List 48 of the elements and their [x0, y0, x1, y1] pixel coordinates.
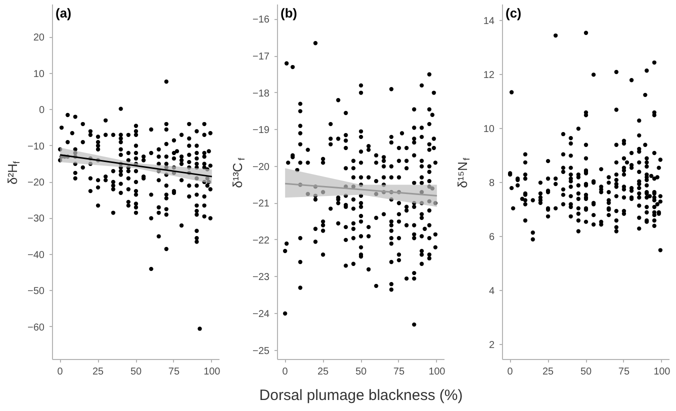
x-tick-label: 25 [542, 366, 554, 378]
y-tick-label: 10 [483, 124, 495, 136]
x-tick-label: 100 [204, 366, 221, 378]
y-axis-title: δ¹⁵Nf [455, 157, 472, 188]
y-tick-label: −17 [252, 52, 270, 63]
x-tick-label: 25 [317, 366, 330, 378]
y-tick-label: 6 [488, 232, 495, 244]
y-tick-label: −16 [252, 14, 270, 26]
x-tick-label: 25 [92, 366, 104, 378]
y-tick-label: −20 [252, 162, 270, 173]
chart-title: (b) [280, 6, 298, 20]
x-tick-label: 75 [393, 366, 405, 378]
x-tick-label: 50 [580, 366, 592, 378]
y-tick-label: −25 [252, 346, 270, 357]
y-tick-label: −19 [252, 125, 270, 136]
y-tick-label: 14 [483, 16, 495, 28]
y-axis-title: δ¹³Cf [230, 157, 246, 188]
y-tick-label: −50 [28, 286, 45, 298]
y-tick-label: −24 [252, 309, 270, 320]
x-tick-label: 50 [355, 366, 367, 378]
y-tick-label: −30 [28, 214, 45, 225]
chart-title: (c) [506, 6, 522, 20]
y-tick-label: 12 [483, 70, 495, 82]
x-tick-label: 75 [618, 366, 630, 378]
y-tick-label: −18 [252, 88, 270, 100]
x-tick-label: 0 [507, 366, 514, 378]
x-tick-label: 100 [654, 366, 671, 378]
y-tick-label: −21 [252, 198, 270, 210]
y-tick-label: 0 [38, 105, 45, 116]
chart-title: (a) [56, 6, 72, 20]
y-tick-label: −23 [252, 272, 270, 284]
x-tick-label: 50 [130, 366, 142, 378]
y-tick-label: −40 [28, 250, 45, 261]
y-tick-label: −22 [252, 235, 270, 246]
x-tick-label: 0 [282, 366, 288, 378]
y-tick-label: 8 [488, 178, 495, 190]
y-tick-label: 2 [488, 340, 495, 352]
y-tick-label: −60 [28, 322, 45, 334]
x-tick-label: 0 [57, 366, 64, 378]
y-tick-label: 20 [33, 32, 45, 44]
x-axis-title: Dorsal plumage blackness (%) [259, 387, 463, 404]
x-tick-label: 75 [168, 366, 180, 378]
y-axis-title: δ²Hf [5, 160, 22, 185]
y-tick-label: 4 [488, 286, 495, 298]
y-tick-label: 10 [33, 68, 45, 80]
y-tick-label: −20 [28, 178, 45, 188]
y-tick-label: −10 [28, 141, 45, 152]
x-tick-label: 100 [428, 366, 446, 378]
